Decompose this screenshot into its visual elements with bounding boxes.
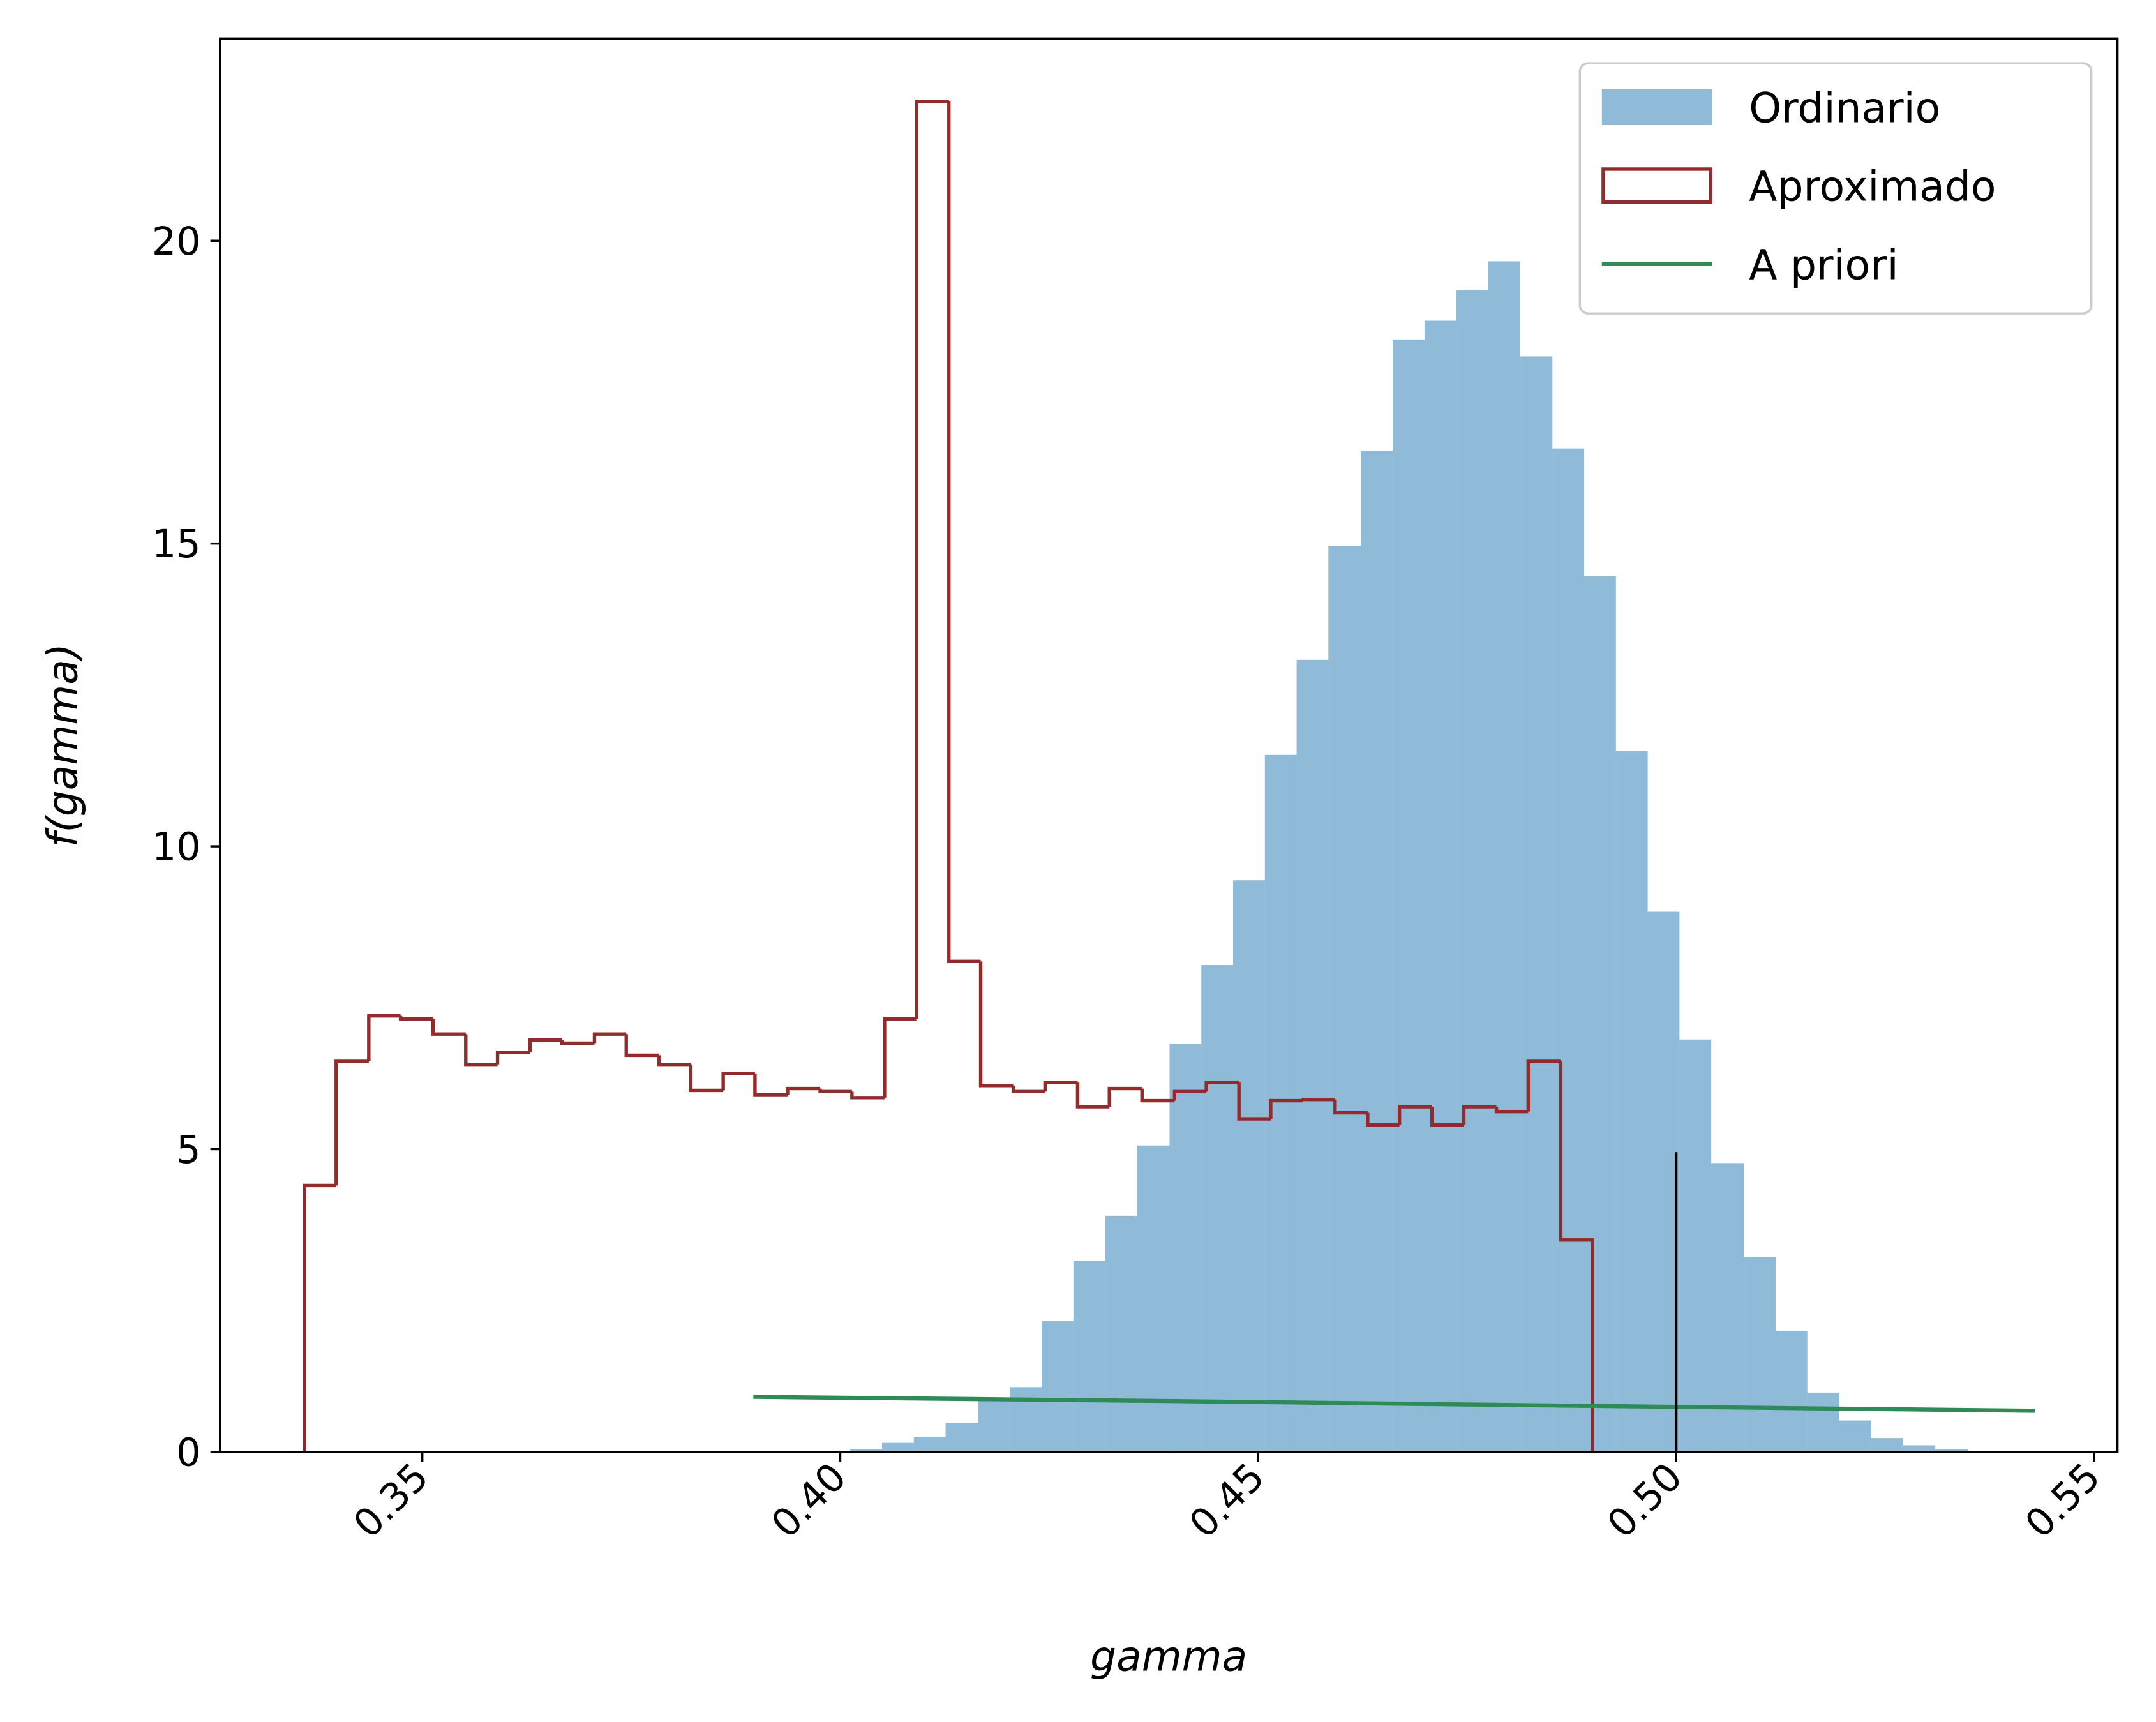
step-segment bbox=[592, 1032, 627, 1044]
legend-swatch bbox=[1601, 89, 1712, 126]
step-segment bbox=[560, 1040, 595, 1045]
hist-bar bbox=[1839, 1420, 1871, 1452]
step-segment bbox=[1494, 1107, 1529, 1114]
step-segment bbox=[624, 1034, 659, 1058]
step-segment bbox=[1301, 1097, 1335, 1102]
y-tick-label: 0 bbox=[176, 1430, 200, 1475]
hist-bar bbox=[1137, 1145, 1170, 1452]
step-segment bbox=[978, 961, 1014, 1088]
hist-bar bbox=[1105, 1215, 1137, 1452]
hist-bar bbox=[1807, 1392, 1839, 1452]
hist-bar bbox=[1775, 1331, 1808, 1452]
hist-bar bbox=[1169, 1044, 1202, 1452]
x-tick-label: 0.55 bbox=[2017, 1455, 2109, 1546]
x-tick-label: 0.40 bbox=[763, 1455, 855, 1546]
hist-bar bbox=[1424, 320, 1456, 1452]
step-segment bbox=[1366, 1112, 1400, 1127]
hist-bar bbox=[1361, 451, 1393, 1452]
step-segment bbox=[1043, 1081, 1078, 1092]
hist-bar bbox=[1296, 659, 1329, 1452]
hist-bar bbox=[1328, 546, 1361, 1452]
step-segment bbox=[1462, 1105, 1497, 1125]
line bbox=[753, 1395, 2035, 1413]
hist-bar bbox=[1233, 880, 1265, 1452]
step-segment bbox=[1075, 1082, 1110, 1109]
y-axis-label: f(gamma) bbox=[40, 643, 87, 847]
x-tick-label: 0.50 bbox=[1599, 1455, 1691, 1546]
hist-bar bbox=[1010, 1387, 1042, 1452]
step-segment bbox=[1430, 1107, 1464, 1127]
y-tick-label: 10 bbox=[152, 825, 201, 870]
step-segment bbox=[721, 1072, 755, 1091]
hist-bar bbox=[850, 1449, 882, 1452]
hist-bar bbox=[978, 1398, 1010, 1452]
step-segment bbox=[850, 1091, 885, 1100]
hist-bar bbox=[1903, 1445, 1936, 1452]
step-segment bbox=[464, 1034, 498, 1067]
hist-bar bbox=[881, 1442, 914, 1452]
hist-bar bbox=[1520, 356, 1553, 1452]
hist-bar bbox=[1201, 965, 1234, 1452]
x-tick-label: 0.35 bbox=[345, 1455, 437, 1546]
legend-label: Ordinario bbox=[1749, 85, 1940, 133]
step-segment bbox=[1237, 1082, 1271, 1121]
hist-bar bbox=[1679, 1039, 1712, 1452]
step-segment bbox=[753, 1073, 788, 1097]
step-segment bbox=[1107, 1086, 1142, 1107]
step-segment bbox=[947, 101, 981, 964]
hist-bar bbox=[1552, 448, 1585, 1452]
hist-bar bbox=[1042, 1321, 1074, 1452]
step-segment bbox=[1011, 1085, 1045, 1094]
step-segment bbox=[1269, 1098, 1304, 1119]
step-segment bbox=[1204, 1081, 1239, 1092]
step-segment bbox=[883, 1017, 917, 1098]
step-segment bbox=[786, 1086, 821, 1095]
y-tick-label: 5 bbox=[176, 1128, 200, 1172]
y-tick-label: 15 bbox=[152, 522, 201, 567]
step-segment bbox=[495, 1050, 530, 1065]
legend-box bbox=[1578, 62, 2093, 315]
plot-area bbox=[303, 100, 2035, 1452]
hist-bar bbox=[913, 1437, 946, 1452]
hist-bar bbox=[1615, 751, 1648, 1452]
x-tick-label: 0.45 bbox=[1181, 1455, 1273, 1546]
step-segment bbox=[303, 1183, 336, 1452]
x-axis-label: gamma bbox=[1090, 1633, 1247, 1681]
hist-bar bbox=[1393, 339, 1425, 1452]
step-segment bbox=[367, 1014, 401, 1061]
hist-bar bbox=[1584, 576, 1616, 1452]
step-segment bbox=[1397, 1105, 1432, 1125]
axes-frame bbox=[219, 37, 2119, 1453]
legend: Ordinario Aproximado A priori bbox=[1578, 62, 2093, 315]
hist-bar bbox=[945, 1423, 978, 1452]
step-segment bbox=[431, 1019, 466, 1036]
y-tick-label: 20 bbox=[152, 220, 201, 264]
hist-bar bbox=[1456, 290, 1488, 1452]
step-segment bbox=[528, 1038, 562, 1052]
step-segment bbox=[334, 1059, 369, 1186]
step-segment bbox=[1526, 1059, 1561, 1112]
step-segment bbox=[1333, 1099, 1368, 1115]
legend-label: A priori bbox=[1749, 241, 1898, 289]
hist-bar bbox=[1744, 1257, 1776, 1452]
step-segment bbox=[398, 1015, 433, 1021]
step-segment bbox=[1140, 1088, 1175, 1103]
hist-bar bbox=[1488, 261, 1520, 1452]
hist-bar bbox=[1935, 1449, 1968, 1452]
legend-swatch bbox=[1601, 167, 1712, 204]
step-segment bbox=[657, 1055, 691, 1067]
step-segment bbox=[914, 100, 949, 1019]
legend-label: Aproximado bbox=[1749, 163, 1996, 211]
hist-bar bbox=[1073, 1261, 1105, 1452]
hist-bar bbox=[1647, 911, 1680, 1452]
step-segment bbox=[1172, 1089, 1207, 1101]
hist-bar bbox=[1871, 1438, 1903, 1452]
step-segment bbox=[818, 1088, 852, 1094]
step-segment bbox=[689, 1064, 724, 1093]
step-segment bbox=[1559, 1061, 1594, 1452]
hist-bar bbox=[1711, 1163, 1744, 1452]
